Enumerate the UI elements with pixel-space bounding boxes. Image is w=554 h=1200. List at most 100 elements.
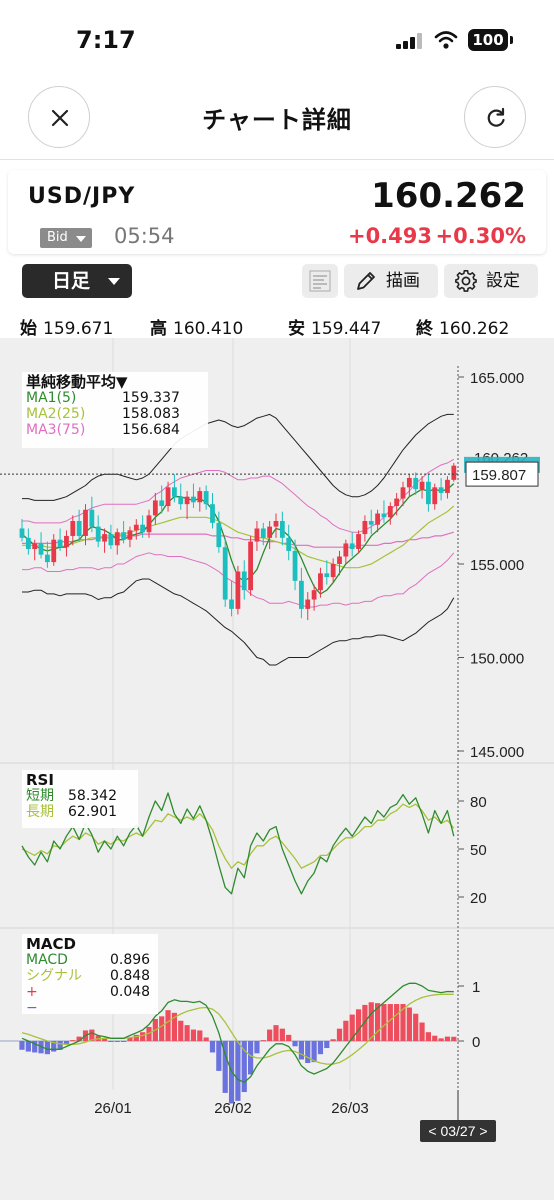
candle-body — [286, 537, 292, 551]
macd-histogram-bar — [171, 1012, 177, 1041]
candle-body — [191, 496, 196, 503]
macd-histogram-bar — [425, 1032, 431, 1041]
macd-histogram-bar — [400, 1004, 406, 1041]
macd-histogram-bar — [203, 1037, 209, 1041]
candle-body — [108, 534, 114, 546]
draw-button[interactable]: 描画 — [344, 264, 438, 298]
candle-body — [229, 599, 234, 609]
date-axis-label: 26/03 — [331, 1100, 369, 1117]
settings-button[interactable]: 設定 — [444, 264, 538, 298]
macd-histogram-bar — [260, 1040, 266, 1042]
macd-legend: MACD MACD 0.896 シグナル 0.848 +0.048 − — [22, 934, 158, 1016]
candle-body — [299, 580, 304, 609]
macd-histogram-bar — [216, 1041, 222, 1071]
macd-histogram-bar — [292, 1041, 298, 1047]
candle-body — [159, 500, 165, 507]
macd-histogram-bar — [197, 1030, 203, 1041]
current-price-tag — [465, 461, 539, 487]
refresh-button[interactable] — [464, 86, 526, 148]
macd-histogram-bar — [330, 1039, 336, 1041]
candle-body — [172, 487, 177, 497]
candle-body — [25, 537, 31, 550]
bid-selector[interactable]: Bid — [40, 228, 92, 248]
macd-histogram-bar — [375, 1003, 381, 1041]
macd-value: 0.896 — [110, 952, 151, 968]
macd-histogram-bar — [432, 1035, 438, 1041]
candle-body — [419, 481, 425, 490]
macd-histogram-bar — [76, 1036, 82, 1041]
battery-icon: 100 — [468, 29, 508, 51]
close-button[interactable] — [28, 86, 90, 148]
macd-histogram-bar — [298, 1041, 304, 1060]
macd-histogram-bar — [127, 1037, 133, 1041]
candle-body — [254, 528, 260, 542]
ma1-label: MA1(5) — [26, 390, 77, 406]
date-axis-label: 26/01 — [94, 1100, 132, 1117]
pencil-icon — [357, 272, 375, 290]
candle-body — [318, 573, 323, 591]
ma2-row: MA2(25) 158.083 — [26, 406, 204, 422]
battery-tip — [510, 36, 513, 44]
legend-toggle-button[interactable] — [302, 264, 338, 298]
settings-label: 設定 — [486, 271, 520, 291]
candle-body — [102, 534, 107, 542]
ma3-value: 156.684 — [122, 422, 180, 438]
candle-body — [343, 543, 349, 557]
candle-body — [273, 520, 279, 527]
candle-body — [235, 571, 241, 609]
ma2-value: 158.083 — [122, 406, 180, 422]
current-price-tag-label: 159.807 — [472, 467, 526, 484]
macd-histogram-bar — [387, 1004, 393, 1041]
candle-body — [216, 522, 222, 548]
macd-histogram-bar — [438, 1038, 444, 1041]
price-tick-label: 150.000 — [470, 651, 524, 668]
rsi-short-row: 短期 58.342 — [26, 788, 134, 804]
price-change: +0.493 — [347, 224, 432, 248]
open-value: 159.671 — [43, 319, 114, 339]
macd-histogram-bar — [343, 1020, 349, 1041]
macd-row: MACD 0.896 — [26, 952, 154, 968]
legend-icon — [309, 270, 331, 292]
low-label: 安 — [288, 319, 305, 339]
chart-canvas[interactable]: 165.000155.000150.000145.000160.262159.8… — [0, 338, 554, 1200]
macd-histogram-bar — [51, 1041, 57, 1052]
macd-histogram-bar — [57, 1041, 63, 1050]
macd-legend-title: MACD — [26, 935, 76, 953]
rsi-short-value: 58.342 — [68, 788, 117, 804]
macd-histogram-bar — [159, 1016, 165, 1041]
page-title: チャート詳細 — [202, 106, 352, 134]
period-label: 日足 — [52, 270, 91, 292]
signal-label: シグナル — [26, 968, 82, 984]
macd-histogram-bar — [184, 1025, 190, 1041]
candle-body — [451, 465, 457, 480]
macd-histogram-bar — [355, 1009, 362, 1041]
rsi-short-line — [21, 792, 455, 895]
price-tick-label: 155.000 — [470, 557, 524, 574]
macd-histogram-bar — [121, 1041, 127, 1042]
price-change-percent: +0.30% — [435, 224, 526, 248]
macd-histogram-bar — [419, 1022, 425, 1041]
candle-body — [121, 532, 126, 540]
ma1-row: MA1(5) 159.337 — [26, 390, 204, 406]
candle-body — [248, 541, 253, 591]
period-selector[interactable]: 日足 — [22, 264, 132, 298]
dropdown-arrow-icon — [108, 278, 120, 285]
candle-body — [114, 532, 120, 546]
candle-body — [146, 515, 152, 533]
bollinger-upper-1-line — [22, 458, 455, 533]
candle-body — [362, 520, 368, 535]
signal-value: 0.848 — [110, 968, 151, 984]
status-bar: 7:17 100 — [0, 0, 554, 80]
rsi-tick-label: 80 — [470, 794, 487, 811]
candle-body — [337, 556, 342, 564]
candle-body — [95, 526, 101, 542]
candle-body — [203, 491, 209, 505]
candle-body — [57, 539, 63, 548]
chart-area[interactable]: 165.000155.000150.000145.000160.262159.8… — [0, 338, 554, 1200]
candle-body — [368, 520, 374, 525]
signal-row: シグナル 0.848 — [26, 968, 154, 984]
bollinger-lower-2-line — [22, 578, 455, 666]
candle-body — [70, 520, 76, 536]
macd-histogram-bar — [311, 1041, 317, 1063]
low-price: 安 159.447 — [288, 314, 381, 339]
